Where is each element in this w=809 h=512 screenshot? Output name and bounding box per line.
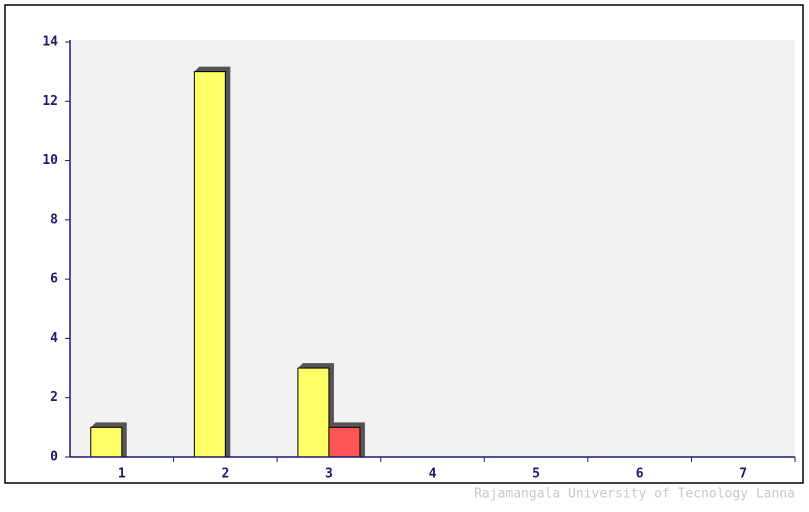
y-tick-label: 0 [50,450,58,465]
bar [328,426,361,458]
bar-shadow [328,422,365,457]
y-tick-label: 8 [50,212,58,227]
x-tick-label: 3 [325,467,333,482]
x-tick-label: 5 [532,467,540,482]
y-tick-label: 4 [50,331,58,346]
x-tick-label: 4 [429,467,437,482]
y-tick-label: 6 [50,272,58,287]
x-tick-label: 7 [739,467,747,482]
bar-shadow [194,66,231,458]
bar [90,426,123,458]
bar-shadow [90,422,127,457]
y-tick-label: 10 [42,153,58,168]
bar [193,71,226,458]
y-tick-label: 14 [42,35,58,50]
bar [297,367,330,458]
x-tick-label: 2 [221,467,229,482]
y-tick-label: 2 [50,390,58,405]
x-tick-label: 1 [118,467,126,482]
plot-area [70,40,795,457]
y-tick-label: 12 [42,94,58,109]
x-tick-label: 6 [636,467,644,482]
annotation: Rajamangala University of Tecnology Lann… [474,487,795,502]
